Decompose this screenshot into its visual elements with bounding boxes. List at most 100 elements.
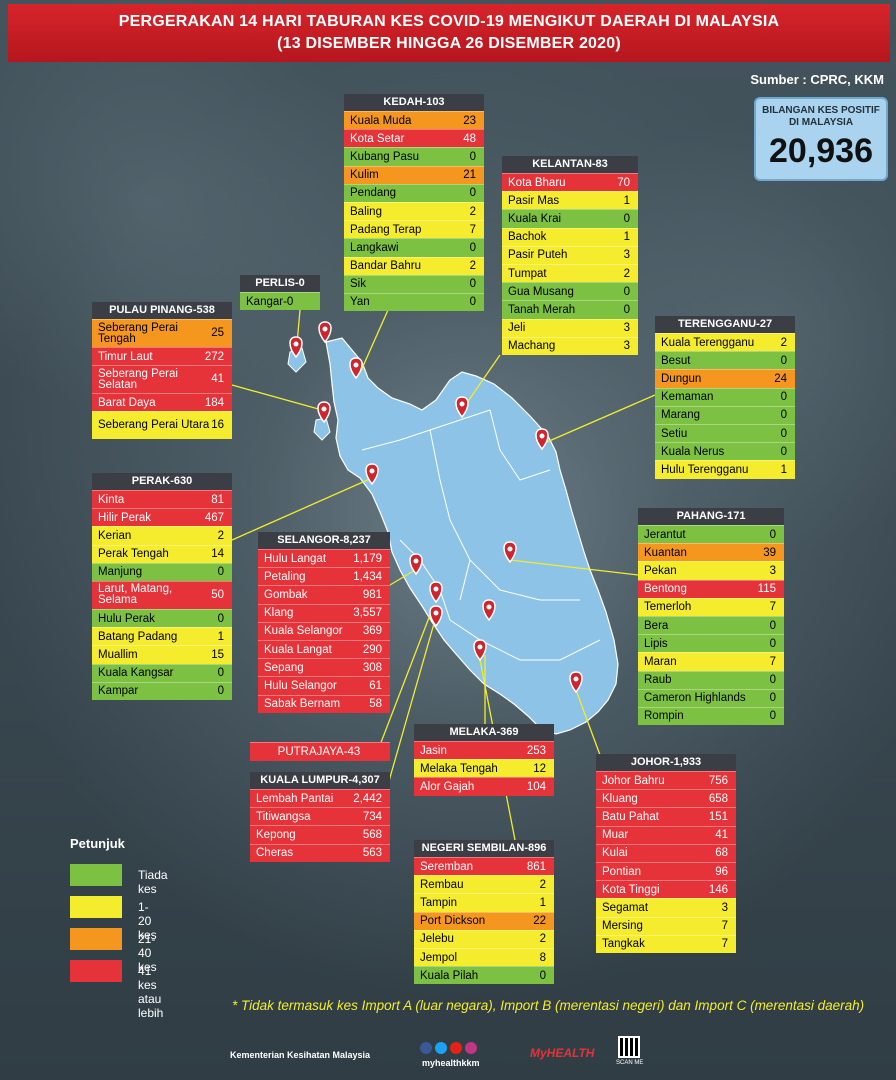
district-cases: 25 [211,327,224,339]
district-cases: 1,434 [353,570,382,583]
pin-icon [429,581,443,604]
district-row: Johor Bahru 756 [596,771,736,790]
district-row: Seberang Perai Selatan 41 [92,365,232,394]
state-box-kedah: KEDAH-103 Kuala Muda 23 Kota Setar 48 Kubang … [344,94,484,312]
legend-swatch-red [70,960,122,982]
legend-label: Tiada kes [138,868,168,896]
district-cases: 7 [721,938,728,951]
district-name: Seberang Perai Utara [98,419,210,432]
district-cases: 2 [780,336,787,349]
state-box-putrajaya: PUTRAJAYA-43 [250,742,390,761]
district-cases: 7 [769,655,776,668]
district-name: Kangar-0 [246,295,294,308]
district-cases: 0 [780,427,787,440]
district-name: Gua Musang [508,285,574,298]
district-name: Jasin [420,744,447,757]
district-cases: 41 [211,373,224,386]
district-row: Kuala Kangsar 0 [92,663,232,682]
district-cases: 2 [539,878,546,891]
putrajaya-title: PUTRAJAYA-43 [277,746,361,758]
district-cases: 563 [362,847,382,860]
district-row: Muallim 15 [92,645,232,664]
district-cases: 2 [623,267,630,280]
district-name: Larut, Matang, Selama [98,583,173,607]
district-name: Kinta [98,493,125,506]
district-row: Kuala Nerus 0 [655,442,795,461]
district-row: Batang Padang 1 [92,627,232,646]
district-name: Mersing [602,920,643,933]
district-row: Jasin 253 [414,741,554,760]
facebook-icon[interactable] [420,1042,432,1054]
district-row: Gua Musang 0 [502,282,638,301]
district-row: Lembah Pantai 2,442 [250,789,390,808]
district-name: Pendang [350,187,397,200]
district-row: Tampin 1 [414,893,554,912]
district-name: Kuala Krai [508,212,562,225]
district-cases: 0 [780,354,787,367]
district-row: Perak Tengah 14 [92,544,232,563]
district-row: Jerantut 0 [638,525,784,544]
district-name: Pekan [644,564,677,577]
district-name: Langkawi [350,241,399,254]
district-name: Kemaman [661,391,714,404]
district-row: Barat Daya 184 [92,393,232,412]
district-row: Jeli 3 [502,318,638,337]
district-cases: 0 [623,303,630,316]
district-cases: 0 [469,296,476,309]
district-name: Sik [350,278,366,291]
footer: Kementerian Kesihatan Malaysia myhealthk… [230,1036,650,1070]
district-row: Segamat 3 [596,898,736,917]
district-row: Raub 0 [638,670,784,689]
district-cases: 369 [362,625,382,638]
district-cases: 24 [774,372,787,385]
district-name: Manjung [98,566,143,579]
district-cases: 0 [769,528,776,541]
district-name: Kuala Muda [350,114,412,127]
district-cases: 1 [623,231,630,244]
instagram-icon[interactable] [465,1042,477,1054]
district-name: Barat Daya [98,396,156,409]
twitter-icon[interactable] [435,1042,447,1054]
district-row: Jelebu 2 [414,929,554,948]
district-name: Seberang Perai Selatan [98,367,178,391]
district-name: Tampin [420,896,458,909]
district-row: Cameron Highlands 0 [638,688,784,707]
district-cases: 12 [533,762,546,775]
title-line-2: (13 DISEMBER HINGGA 26 DISEMBER 2020) [277,35,621,52]
state-borders [361,409,601,661]
district-cases: 22 [533,915,546,928]
district-cases: 467 [204,511,224,524]
district-cases: 3 [623,249,630,262]
district-name: Batu Pahat [602,810,659,823]
district-cases: 1 [780,463,787,476]
district-row: Baling 2 [344,201,484,221]
legend-label: 21-40 kes [138,932,157,974]
district-name: Jelebu [420,933,454,946]
district-row: Alor Gajah 104 [414,777,554,796]
district-cases: 308 [362,661,382,674]
district-row: Hulu Selangor 61 [258,676,390,695]
district-name: Lembah Pantai [256,792,334,805]
youtube-icon[interactable] [450,1042,462,1054]
district-row: Petaling 1,434 [258,567,390,586]
district-name: Kluang [602,792,638,805]
state-title: TERENGGANU-27 [655,316,795,333]
state-title: NEGERI SEMBILAN-896 [414,840,554,857]
district-name: Kuala Pilah [420,969,479,982]
district-row: Sepang 308 [258,658,390,677]
district-row: Padang Terap 7 [344,220,484,239]
district-cases: 0 [780,445,787,458]
district-name: Hilir Perak [98,511,152,524]
district-row: Bentong 115 [638,579,784,598]
district-name: Kepong [256,828,296,841]
district-cases: 81 [211,493,224,506]
myhealth-logo: MyHEALTH [530,1046,595,1060]
district-row: Kangar-0 [240,292,320,311]
district-cases: 104 [526,780,546,793]
district-row: Marang 0 [655,405,795,424]
district-cases: 981 [362,588,382,601]
district-cases: 23 [463,114,476,127]
district-name: Machang [508,340,556,353]
district-row: Mersing 7 [596,916,736,935]
